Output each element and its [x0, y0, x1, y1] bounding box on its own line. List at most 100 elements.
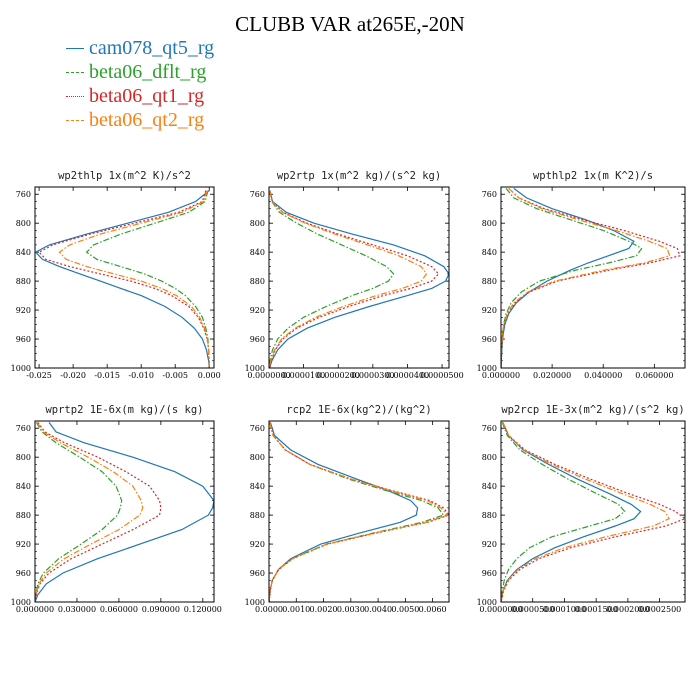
panel-1: wp2thlp 1x(m^2 K)/s^2 760 800 840 880 920 960 1… — [11, 170, 221, 380]
panel-4: wprtp2 1E-6x(m kg)/(s kg) 760 800 840 880 920… — [11, 404, 222, 614]
series-line-cam078-qt5-rg — [269, 422, 419, 602]
y-tick-label: 880 — [16, 277, 31, 286]
y-tick-label: 920 — [250, 306, 265, 315]
series-line-beta06-qt1-rg — [501, 187, 681, 368]
panel-title: wpthlp2 1x(m K^2)/s — [533, 170, 653, 182]
x-tick-label: 0.020000 — [533, 371, 571, 380]
y-tick-label: 800 — [250, 453, 265, 462]
y-tick-label: 800 — [482, 219, 497, 228]
x-tick-label: 0.0030 — [337, 605, 365, 614]
y-tick-label: 1000 — [477, 364, 497, 373]
series-line-beta06-qt2-rg — [501, 422, 670, 602]
y-tick-label: 960 — [250, 335, 265, 344]
panel-2: wp2rtp 1x(m^2 kg)/(s^2 kg) 760 800 840 880 92… — [245, 170, 464, 380]
legend-item-beta06-qt2: beta06_qt2_rg — [66, 108, 214, 132]
legend-swatch — [66, 71, 84, 73]
y-tick-label: 960 — [16, 335, 31, 344]
x-tick-label: -0.005 — [162, 371, 188, 380]
y-tick-label: 840 — [250, 248, 265, 257]
x-tick-label: 0.090000 — [142, 605, 180, 614]
x-tick-label: 0.0000500 — [420, 371, 463, 380]
y-tick-label: 760 — [482, 190, 497, 199]
series-line-beta06-dflt-rg — [85, 190, 210, 368]
panel-title: wp2thlp 1x(m^2 K)/s^2 — [58, 170, 191, 182]
legend-label: beta06_qt1_rg — [89, 85, 205, 107]
y-tick-label: 920 — [482, 306, 497, 315]
x-tick-label: 0.0000000 — [479, 605, 522, 614]
legend-label: beta06_qt2_rg — [89, 109, 205, 131]
x-tick-label: 0.0001500 — [575, 605, 618, 614]
y-tick-label: 880 — [250, 511, 265, 520]
panel-6: wp2rcp 1E-3x(m^2 kg)/(s^2 kg) 760 800 840 88… — [477, 404, 686, 614]
x-tick-label: 0.060000 — [635, 371, 673, 380]
series-line-beta06-qt2-rg — [35, 422, 144, 602]
y-tick-label: 800 — [482, 453, 497, 462]
legend-item-beta06-dflt: beta06_dflt_rg — [66, 60, 214, 84]
x-tick-label: 0.040000 — [584, 371, 622, 380]
series-line-beta06-qt2-rg — [269, 422, 449, 602]
y-tick-label: 760 — [16, 424, 31, 433]
plot-frame — [34, 186, 215, 369]
legend-swatch — [66, 95, 84, 97]
y-tick-label: 960 — [250, 569, 265, 578]
panel-title: wp2rcp 1E-3x(m^2 kg)/(s^2 kg) — [501, 404, 684, 416]
y-tick-label: 880 — [482, 277, 497, 286]
x-tick-label: 0.0002500 — [638, 605, 681, 614]
x-tick-label: 0.0002000 — [606, 605, 649, 614]
y-tick-label: 760 — [250, 424, 265, 433]
y-tick-label: 1000 — [477, 598, 497, 607]
x-tick-label: 0.0010 — [282, 605, 310, 614]
figure-title: CLUBB VAR at265E,-20N — [235, 12, 465, 36]
series-line-beta06-qt1-rg — [501, 422, 685, 602]
y-tick-label: 920 — [16, 540, 31, 549]
legend: cam078_qt5_rg beta06_dflt_rg beta06_qt1_… — [66, 36, 214, 132]
series-line-beta06-qt1-rg — [269, 190, 440, 368]
legend-swatch — [66, 119, 84, 121]
plot-frame — [268, 420, 450, 603]
panel-title: wprtp2 1E-6x(m kg)/(s kg) — [45, 404, 203, 416]
x-tick-label: 0.0050 — [391, 605, 419, 614]
y-tick-label: 1000 — [245, 364, 265, 373]
x-tick-label: 0.120000 — [184, 605, 222, 614]
y-tick-label: 760 — [250, 190, 265, 199]
y-tick-label: 800 — [16, 219, 31, 228]
plot-frame — [34, 420, 215, 603]
y-tick-label: 840 — [16, 248, 31, 257]
legend-item-cam078-qt5: cam078_qt5_rg — [66, 36, 214, 60]
y-tick-label: 840 — [482, 248, 497, 257]
panel-title: wp2rtp 1x(m^2 kg)/(s^2 kg) — [277, 170, 441, 182]
x-tick-label: 0.000 — [198, 371, 221, 380]
x-tick-label: 0.0000 — [255, 605, 283, 614]
y-tick-label: 920 — [482, 540, 497, 549]
plot-frame — [500, 186, 686, 369]
x-tick-label: -0.025 — [26, 371, 52, 380]
series-line-beta06-dflt-rg — [269, 190, 395, 368]
x-tick-label: -0.010 — [128, 371, 154, 380]
series-line-beta06-qt1-rg — [35, 422, 162, 602]
series-line-beta06-qt2-rg — [269, 190, 428, 368]
x-tick-label: 0.0040 — [364, 605, 392, 614]
x-tick-label: 0.0000100 — [282, 371, 325, 380]
x-tick-label: 0.0000200 — [317, 371, 360, 380]
series-line-beta06-qt2-rg — [58, 190, 210, 368]
y-tick-label: 1000 — [245, 598, 265, 607]
x-tick-label: -0.015 — [94, 371, 120, 380]
x-tick-label: 0.060000 — [100, 605, 138, 614]
plot-frame — [500, 420, 686, 603]
y-tick-label: 920 — [16, 306, 31, 315]
y-tick-label: 960 — [482, 569, 497, 578]
x-tick-label: 0.0000000 — [247, 371, 290, 380]
y-tick-label: 800 — [250, 219, 265, 228]
x-tick-label: 0.0020 — [310, 605, 338, 614]
y-tick-label: 760 — [482, 424, 497, 433]
series-line-beta06-qt1-rg — [269, 422, 449, 602]
series-line-beta06-qt2-rg — [501, 187, 671, 368]
y-tick-label: 840 — [482, 482, 497, 491]
series-line-cam078-qt5-rg — [269, 190, 449, 368]
y-tick-label: 1000 — [11, 598, 31, 607]
panel-5: rcp2 1E-6x(kg^2)/(kg^2) 760 800 840 880 920 96… — [245, 404, 450, 614]
series-line-beta06-dflt-rg — [501, 422, 626, 602]
panel-3: wpthlp2 1x(m K^2)/s 760 800 840 880 920 960 100… — [477, 170, 686, 380]
panel-title: rcp2 1E-6x(kg^2)/(kg^2) — [286, 404, 431, 416]
